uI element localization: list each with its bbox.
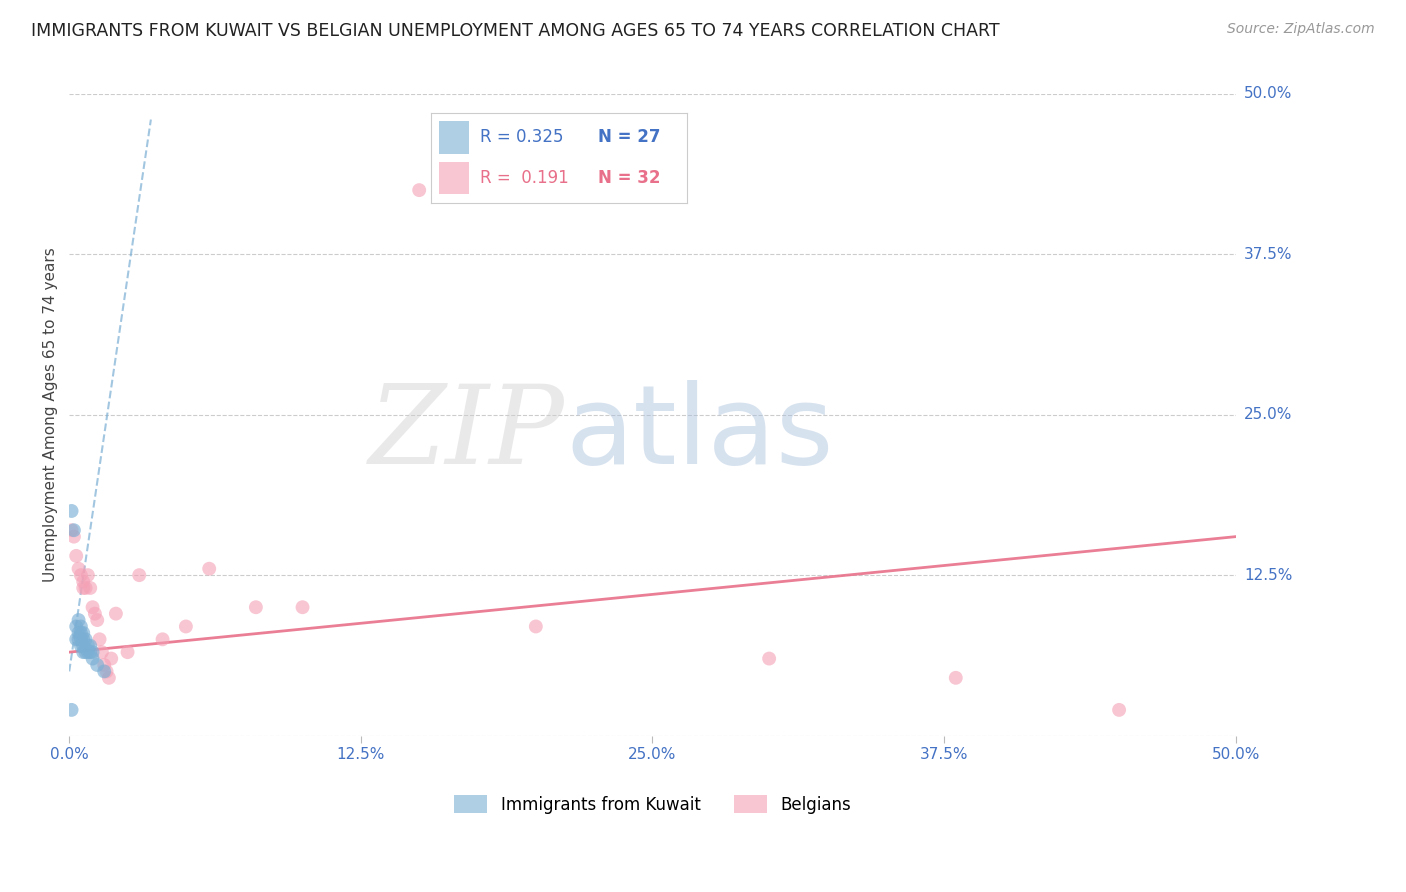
Point [174, 619, 197, 633]
Point [72, 632, 94, 647]
Point [77, 645, 100, 659]
Point [67, 613, 90, 627]
Point [128, 568, 150, 582]
Point [67, 626, 90, 640]
Point [77, 639, 100, 653]
Point [65, 549, 87, 563]
Point [100, 651, 122, 665]
Point [524, 619, 547, 633]
Point [63, 523, 86, 537]
Point [60, 523, 83, 537]
Y-axis label: Unemployment Among Ages 65 to 74 years: Unemployment Among Ages 65 to 74 years [44, 247, 58, 582]
Point [82, 645, 104, 659]
Point [93, 657, 115, 672]
Point [72, 574, 94, 589]
Point [86, 657, 108, 672]
Text: IMMIGRANTS FROM KUWAIT VS BELGIAN UNEMPLOYMENT AMONG AGES 65 TO 74 YEARS CORRELA: IMMIGRANTS FROM KUWAIT VS BELGIAN UNEMPL… [31, 22, 1000, 40]
Text: ZIP: ZIP [370, 380, 565, 488]
Point [70, 619, 93, 633]
Text: 25.0%: 25.0% [1244, 408, 1292, 422]
Point [70, 568, 93, 582]
Point [758, 651, 780, 665]
Point [70, 632, 93, 647]
Point [117, 645, 139, 659]
Point [82, 651, 104, 665]
Point [72, 626, 94, 640]
Point [77, 568, 100, 582]
Point [245, 600, 267, 615]
Point [79, 645, 101, 659]
Point [72, 645, 94, 659]
Text: 50.0%: 50.0% [1244, 87, 1292, 102]
Point [89, 632, 111, 647]
Point [152, 632, 174, 647]
Text: 37.5%: 37.5% [1244, 247, 1292, 261]
Point [67, 562, 90, 576]
Point [72, 581, 94, 595]
Point [79, 581, 101, 595]
Point [408, 183, 430, 197]
Point [82, 600, 104, 615]
Point [1108, 703, 1130, 717]
Point [198, 562, 221, 576]
Point [72, 639, 94, 653]
Point [70, 626, 93, 640]
Point [75, 645, 97, 659]
Legend: Immigrants from Kuwait, Belgians: Immigrants from Kuwait, Belgians [447, 789, 858, 821]
Point [945, 671, 967, 685]
Point [65, 632, 87, 647]
Point [90, 645, 112, 659]
Point [83, 607, 105, 621]
Point [75, 581, 97, 595]
Point [67, 632, 90, 647]
Text: 12.5%: 12.5% [1244, 567, 1292, 582]
Point [86, 613, 108, 627]
Point [63, 530, 86, 544]
Point [60, 504, 83, 518]
Point [104, 607, 127, 621]
Point [70, 639, 93, 653]
Point [97, 671, 120, 685]
Text: atlas: atlas [565, 381, 834, 487]
Point [96, 665, 118, 679]
Point [60, 703, 83, 717]
Point [75, 641, 97, 656]
Point [75, 632, 97, 647]
Point [93, 665, 115, 679]
Point [65, 619, 87, 633]
Point [291, 600, 314, 615]
Point [79, 639, 101, 653]
Text: Source: ZipAtlas.com: Source: ZipAtlas.com [1227, 22, 1375, 37]
